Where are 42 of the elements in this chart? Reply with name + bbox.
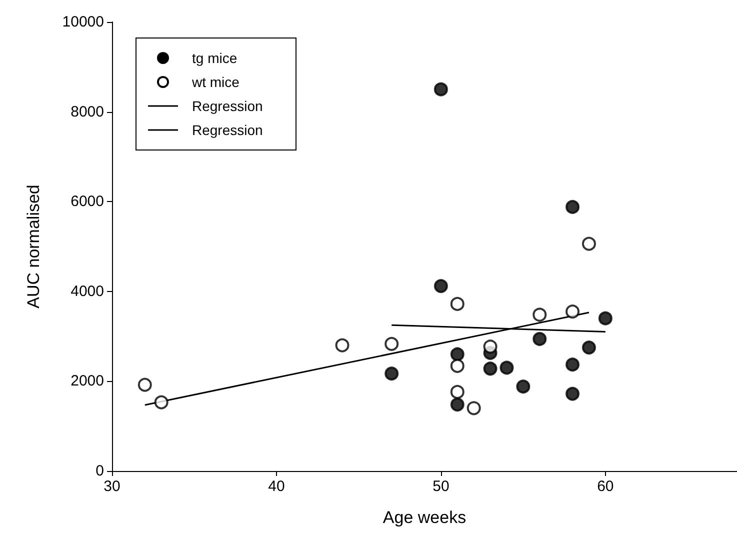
y-tick-label: 4000 <box>70 282 104 300</box>
point <box>483 362 498 376</box>
y-tick-label: 6000 <box>70 193 104 210</box>
y-tick-label: 0 <box>96 462 104 480</box>
point <box>483 340 498 354</box>
point <box>384 336 399 351</box>
legend-label: Regression <box>192 98 263 114</box>
point <box>466 401 481 416</box>
point <box>582 236 596 251</box>
x-tick-label: 50 <box>432 478 450 495</box>
point <box>434 279 448 294</box>
point <box>532 308 547 322</box>
point <box>450 384 464 399</box>
point <box>566 200 580 214</box>
y-axis-title: AUC normalised <box>24 184 43 308</box>
point <box>450 347 464 362</box>
legend-label: Regression <box>192 122 263 138</box>
point <box>500 360 514 375</box>
legend-label: tg mice <box>192 50 238 66</box>
y-tick-label: 2000 <box>70 372 104 390</box>
x-tick-label: 30 <box>104 478 120 495</box>
x-tick-label: 40 <box>268 478 285 495</box>
point <box>335 338 350 352</box>
point <box>516 380 530 394</box>
point <box>450 358 464 373</box>
y-tick-label: 8000 <box>70 103 104 120</box>
point <box>532 332 547 346</box>
point <box>138 378 152 392</box>
point <box>566 304 580 319</box>
point <box>598 311 612 326</box>
point <box>450 398 464 412</box>
point <box>566 386 580 401</box>
point <box>450 296 464 311</box>
y-tick-label: 10000 <box>62 14 104 30</box>
point <box>434 82 448 96</box>
point <box>154 395 168 410</box>
point <box>566 358 580 372</box>
x-tick-label: 60 <box>597 478 614 495</box>
legend-label: wt mice <box>191 74 240 90</box>
point <box>582 340 596 355</box>
point <box>384 366 399 381</box>
x-axis-title: Age weeks <box>382 508 466 527</box>
